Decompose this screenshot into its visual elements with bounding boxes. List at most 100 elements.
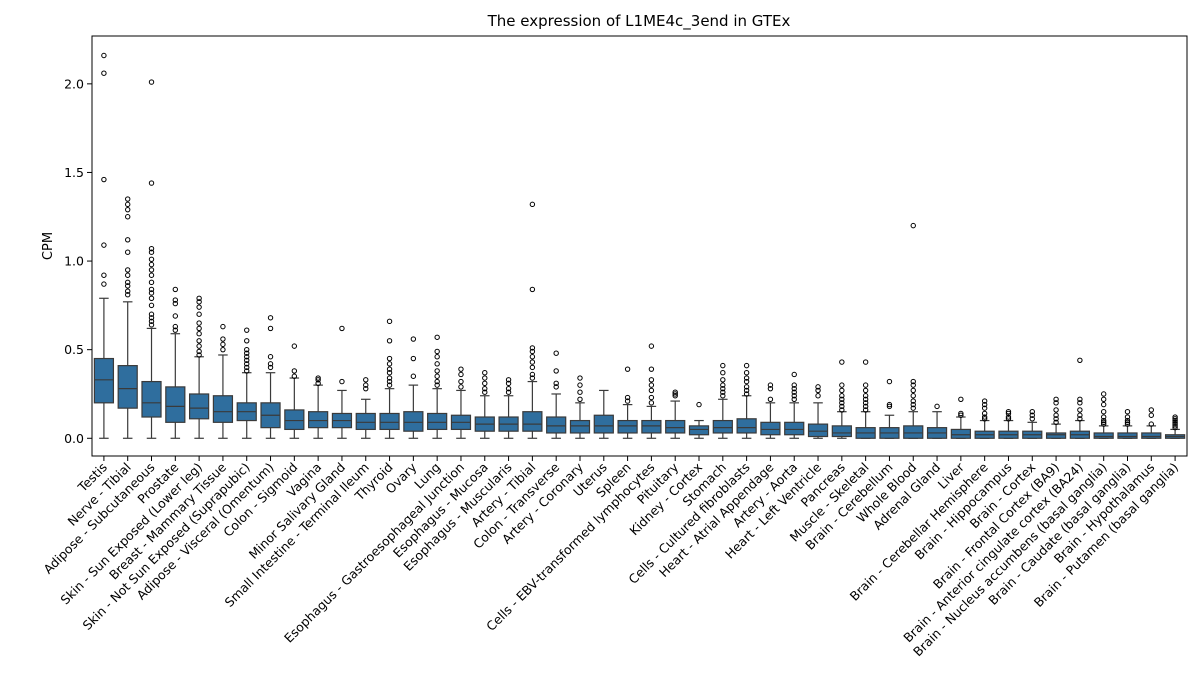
box-17 (474, 370, 495, 439)
outlier-point (720, 382, 726, 388)
box-iqr (355, 412, 376, 431)
outlier-point (743, 362, 750, 369)
outlier-point (363, 377, 369, 383)
outlier-point (529, 371, 536, 378)
outlier-point (791, 382, 797, 388)
outlier-point (148, 261, 155, 268)
outlier-point (125, 272, 131, 278)
box-38 (974, 398, 995, 439)
outlier-point (1005, 408, 1012, 415)
outlier-point (291, 373, 298, 379)
outlier-point (101, 52, 107, 59)
box-40 (1022, 408, 1043, 439)
outlier-point (434, 368, 440, 374)
box-21 (569, 375, 591, 439)
box-iqr (712, 419, 733, 434)
outlier-point (363, 382, 369, 388)
outlier-point (529, 364, 536, 371)
box-15 (427, 334, 448, 439)
outlier-point (1053, 416, 1059, 422)
box-45 (1141, 407, 1162, 439)
outlier-point (529, 354, 536, 360)
outlier-point (839, 400, 845, 406)
box-24 (641, 343, 662, 439)
box-iqr (117, 365, 138, 409)
box-3 (141, 79, 162, 439)
box-1 (93, 52, 115, 439)
outlier-point (148, 302, 155, 309)
outlier-point (862, 359, 869, 365)
outlier-point (434, 354, 440, 360)
outlier-point (981, 405, 988, 411)
outlier-point (648, 387, 655, 394)
outlier-point (148, 272, 155, 278)
outlier-point (291, 368, 298, 374)
outlier-point (1077, 357, 1083, 364)
outlier-point (1053, 412, 1059, 418)
box-30 (784, 371, 805, 439)
box-36 (926, 403, 948, 439)
outlier-point (791, 393, 797, 399)
outlier-point (743, 375, 750, 381)
outlier-point (196, 331, 202, 337)
outlier-point (267, 361, 274, 367)
outlier-point (386, 375, 393, 381)
outlier-point (386, 378, 393, 385)
outlier-point (1005, 414, 1012, 420)
box-iqr (950, 428, 971, 439)
outlier-point (1077, 416, 1083, 422)
outlier-point (315, 377, 321, 383)
outlier-point (529, 375, 536, 381)
box-23 (617, 366, 638, 439)
outlier-point (101, 242, 107, 248)
outlier-point (148, 315, 155, 321)
outlier-point (196, 352, 202, 358)
outlier-point (720, 393, 726, 399)
outlier-point (505, 385, 512, 392)
outlier-point (958, 410, 964, 417)
outlier-point (148, 290, 155, 296)
outlier-point (529, 348, 536, 355)
outlier-point (1005, 416, 1012, 422)
outlier-point (981, 410, 988, 417)
outlier-point (767, 396, 774, 402)
outlier-point (172, 327, 179, 333)
outlier-point (1053, 419, 1059, 426)
outlier-point (244, 361, 250, 367)
outlier-point (386, 366, 393, 372)
outlier-point (482, 389, 488, 395)
outlier-point (815, 384, 821, 390)
outlier-point (934, 403, 940, 410)
box-44 (1117, 408, 1138, 439)
outlier-point (315, 375, 321, 381)
outlier-point (1124, 414, 1131, 420)
outlier-point (148, 279, 155, 286)
outlier-point (482, 380, 488, 387)
outlier-point (910, 405, 916, 411)
box-iqr (546, 416, 567, 434)
outlier-point (172, 313, 179, 319)
outlier-point (553, 350, 559, 356)
outlier-point (101, 176, 107, 183)
outlier-point (1172, 423, 1178, 429)
outlier-point (910, 378, 916, 385)
outlier-point (458, 378, 464, 385)
outlier-point (648, 366, 655, 372)
outlier-point (981, 401, 988, 408)
outlier-point (434, 373, 440, 379)
outlier-point (148, 180, 155, 186)
plot-frame (91, 35, 1188, 457)
box-13 (379, 318, 400, 439)
box-iqr (141, 380, 162, 418)
box-iqr (1045, 432, 1067, 439)
box-iqr (522, 411, 543, 432)
box-iqr (665, 419, 686, 434)
outlier-point (196, 311, 202, 317)
box-10 (308, 375, 329, 439)
outlier-point (1100, 396, 1107, 402)
box-iqr (284, 409, 305, 431)
outlier-point (791, 371, 797, 378)
box-43 (1093, 391, 1114, 439)
outlier-point (862, 407, 869, 413)
box-iqr (188, 393, 210, 420)
